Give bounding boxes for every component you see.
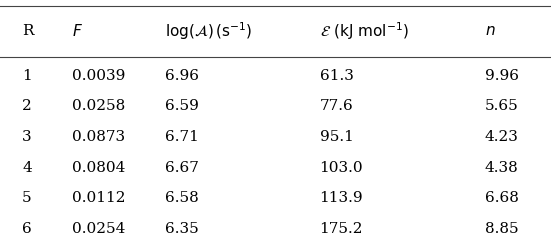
- Text: R: R: [22, 24, 34, 38]
- Text: 61.3: 61.3: [320, 68, 353, 83]
- Text: $\mathcal{E}\ \mathrm{(kJ\ mol}^{-1}\mathrm{)}$: $\mathcal{E}\ \mathrm{(kJ\ mol}^{-1}\mat…: [320, 20, 408, 42]
- Text: 6.59: 6.59: [165, 99, 199, 113]
- Text: 103.0: 103.0: [320, 160, 363, 175]
- Text: 5: 5: [22, 191, 31, 205]
- Text: $\log(\mathcal{A})\,(\mathrm{s}^{-1})$: $\log(\mathcal{A})\,(\mathrm{s}^{-1})$: [165, 20, 253, 42]
- Text: 4.38: 4.38: [485, 160, 518, 175]
- Text: 0.0873: 0.0873: [72, 130, 125, 144]
- Text: 0.0258: 0.0258: [72, 99, 125, 113]
- Text: 6.71: 6.71: [165, 130, 199, 144]
- Text: 0.0112: 0.0112: [72, 191, 125, 205]
- Text: 175.2: 175.2: [320, 222, 363, 236]
- Text: 2: 2: [22, 99, 32, 113]
- Text: $n$: $n$: [485, 24, 495, 38]
- Text: 6.58: 6.58: [165, 191, 199, 205]
- Text: 6: 6: [22, 222, 32, 236]
- Text: 4: 4: [22, 160, 32, 175]
- Text: 9.96: 9.96: [485, 68, 519, 83]
- Text: 0.0039: 0.0039: [72, 68, 125, 83]
- Text: 5.65: 5.65: [485, 99, 518, 113]
- Text: $F$: $F$: [72, 23, 83, 39]
- Text: 77.6: 77.6: [320, 99, 353, 113]
- Text: 1: 1: [22, 68, 32, 83]
- Text: 6.35: 6.35: [165, 222, 199, 236]
- Text: 4.23: 4.23: [485, 130, 518, 144]
- Text: 8.85: 8.85: [485, 222, 518, 236]
- Text: 113.9: 113.9: [320, 191, 363, 205]
- Text: 6.96: 6.96: [165, 68, 199, 83]
- Text: 95.1: 95.1: [320, 130, 353, 144]
- Text: 0.0804: 0.0804: [72, 160, 125, 175]
- Text: 6.68: 6.68: [485, 191, 518, 205]
- Text: 3: 3: [22, 130, 31, 144]
- Text: 6.67: 6.67: [165, 160, 199, 175]
- Text: 0.0254: 0.0254: [72, 222, 125, 236]
